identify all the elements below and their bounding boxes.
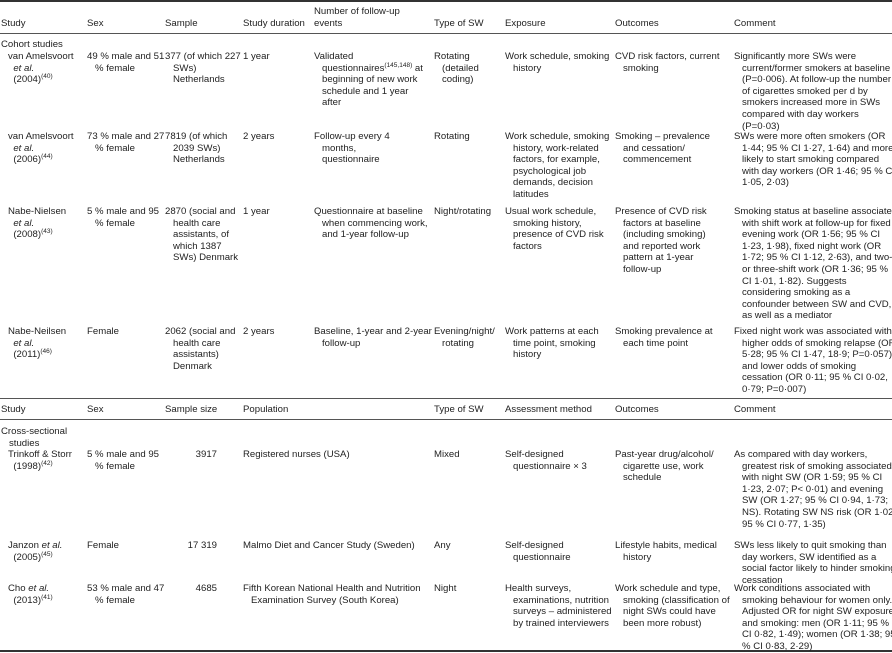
col-header-study: Study: [1, 18, 26, 29]
comment-cell: SWs were more often smokers (OR 1·44; 95…: [734, 131, 892, 189]
assessment-cell: Health surveys, examinations, nutrition …: [505, 583, 612, 629]
study-cell: Trinkoff & Storr (1998)(42): [8, 449, 72, 472]
study-cell: Nabe-Nielsen et al. (2008)(43): [8, 206, 67, 241]
sex-cell: 5 % male and 95 % female: [87, 206, 159, 229]
cohort-bottom-rule: [0, 398, 892, 399]
population-cell: Malmo Diet and Cancer Study (Sweden): [243, 540, 415, 551]
sample-cell: 377 (of which 227 SWs) Netherlands: [165, 51, 241, 86]
population-cell: Registered nurses (USA): [243, 449, 350, 460]
study-cell: Janzon et al. (2005)(45): [8, 540, 63, 563]
study-cell: Cho et al. (2013)(41): [8, 583, 53, 606]
duration-cell: 1 year: [243, 51, 270, 62]
comment-cell: As compared with day workers, greatest r…: [734, 449, 892, 530]
cross-header-rule: [0, 419, 892, 420]
col-header-follow-up: Number of follow-up events: [314, 6, 400, 29]
follow-up-cell: Validated questionnaires(145,148) at beg…: [314, 51, 423, 109]
type-sw-cell: Night/rotating: [434, 206, 492, 217]
outcomes-cell: CVD risk factors, current smoking: [615, 51, 720, 74]
exposure-cell: Work patterns at each time point, smokin…: [505, 326, 599, 361]
outcomes-cell: Smoking – prevalence and cessation/ comm…: [615, 131, 710, 166]
type-sw-cell: Evening/night/ rotating: [434, 326, 495, 349]
section-label-cohort: Cohort studies: [1, 39, 63, 50]
col-header-study: Study: [1, 404, 26, 415]
col-header-exposure: Exposure: [505, 18, 546, 29]
sex-cell: 49 % male and 51 % female: [87, 51, 165, 74]
duration-cell: 2 years: [243, 131, 275, 142]
exposure-cell: Work schedule, smoking history, work-rel…: [505, 131, 610, 200]
col-header-comment: Comment: [734, 404, 776, 415]
comment-cell: Work conditions associated with smoking …: [734, 583, 892, 652]
col-header-sample-size: Sample size: [165, 404, 218, 415]
study-cell: van Amelsvoort et al. (2004)(40): [8, 51, 74, 86]
duration-cell: 2 years: [243, 326, 275, 337]
outcomes-cell: Lifestyle habits, medical history: [615, 540, 717, 563]
sex-cell: Female: [87, 326, 119, 337]
sample-size-cell: 3917: [195, 449, 217, 460]
exposure-cell: Work schedule, smoking history: [505, 51, 610, 74]
col-header-duration: Study duration: [243, 18, 305, 29]
population-cell: Fifth Korean National Health and Nutriti…: [243, 583, 421, 606]
outcomes-cell: Past-year drug/alcohol/ cigarette use, w…: [615, 449, 714, 484]
sex-cell: 5 % male and 95 % female: [87, 449, 159, 472]
assessment-cell: Self-designed questionnaire × 3: [505, 449, 587, 472]
comment-cell: SWs less likely to quit smoking than day…: [734, 540, 892, 586]
sample-cell: 2870 (social and health care assistants,…: [165, 206, 239, 264]
sex-cell: 73 % male and 27 % female: [87, 131, 165, 154]
comment-cell: Fixed night work was associated with hig…: [734, 326, 892, 395]
exposure-cell: Usual work schedule, smoking history, pr…: [505, 206, 604, 252]
table-bottom-rule: [0, 650, 892, 652]
cohort-header-rule: [0, 33, 892, 34]
col-header-sex: Sex: [87, 404, 104, 415]
col-header-outcomes: Outcomes: [615, 18, 659, 29]
section-label-cross-sectional: Cross-sectional studies: [1, 426, 68, 449]
type-sw-cell: Rotating: [434, 131, 470, 142]
comment-cell: Smoking status at baseline associated wi…: [734, 206, 892, 322]
duration-cell: 1 year: [243, 206, 270, 217]
col-header-sex: Sex: [87, 18, 104, 29]
col-header-type-sw: Type of SW: [434, 404, 484, 415]
outcomes-cell: Work schedule and type, smoking (classif…: [615, 583, 730, 629]
follow-up-cell: Baseline, 1-year and 2-year follow-up: [314, 326, 432, 349]
col-header-type-sw: Type of SW: [434, 18, 484, 29]
col-header-comment: Comment: [734, 18, 776, 29]
study-cell: Nabe-Neilsen et al. (2011)(46): [8, 326, 67, 361]
comment-cell: Significantly more SWs were current/form…: [734, 51, 892, 132]
col-header-outcomes: Outcomes: [615, 404, 659, 415]
col-header-assessment: Assessment method: [505, 404, 592, 415]
study-cell: van Amelsvoort et al. (2006)(44): [8, 131, 74, 166]
sample-cell: 7819 (of which 2039 SWs) Netherlands: [165, 131, 228, 166]
type-sw-cell: Any: [434, 540, 451, 551]
sample-size-cell: 4685: [195, 583, 217, 594]
sex-cell: 53 % male and 47 % female: [87, 583, 165, 606]
assessment-cell: Self-designed questionnaire: [505, 540, 571, 563]
col-header-population: Population: [243, 404, 289, 415]
follow-up-cell: Questionnaire at baseline when commencin…: [314, 206, 428, 241]
follow-up-cell: Follow-up every 4 months, questionnaire: [314, 131, 390, 166]
table-top-rule: [0, 0, 892, 2]
col-header-sample: Sample: [165, 18, 198, 29]
type-sw-cell: Night: [434, 583, 457, 594]
type-sw-cell: Rotating (detailed coding): [434, 51, 479, 86]
outcomes-cell: Smoking prevalence at each time point: [615, 326, 713, 349]
outcomes-cell: Presence of CVD risk factors at baseline…: [615, 206, 707, 275]
sample-size-cell: 17 319: [187, 540, 217, 551]
sample-cell: 2062 (social and health care assistants)…: [165, 326, 236, 372]
type-sw-cell: Mixed: [434, 449, 460, 460]
sex-cell: Female: [87, 540, 119, 551]
